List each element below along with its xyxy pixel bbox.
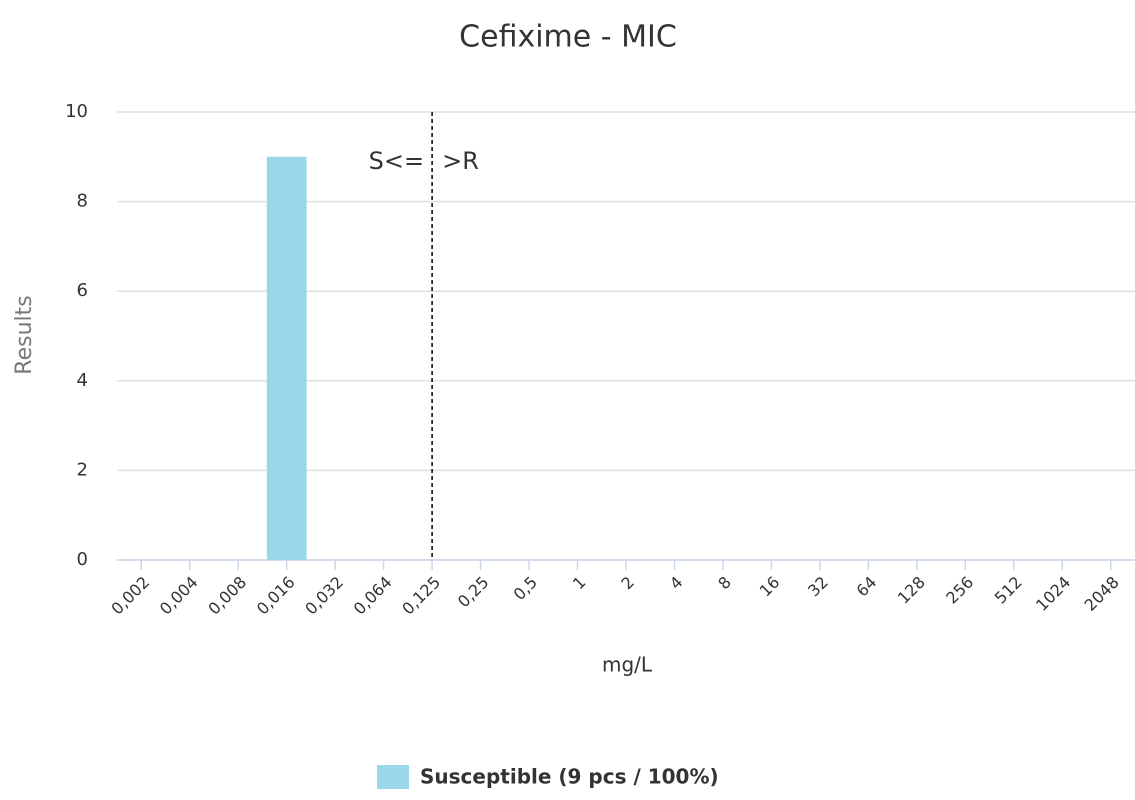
x-tick-label: 0,5 — [510, 573, 541, 604]
y-axis-title: Results — [12, 295, 37, 374]
x-tick-label: 256 — [942, 573, 977, 608]
chart-title: Cefixime - MIC — [459, 20, 677, 55]
x-tick-label: 0,016 — [253, 573, 299, 619]
x-tick-label: 0,064 — [350, 573, 396, 619]
x-tick-label: 64 — [853, 573, 881, 601]
x-tick-label: 1 — [569, 573, 590, 594]
x-tick-label: 0,002 — [107, 573, 153, 619]
x-axis-title: mg/L — [602, 653, 653, 677]
bar — [266, 156, 307, 561]
legend-swatch — [377, 765, 409, 789]
x-tick-label: 0,004 — [156, 573, 202, 619]
x-tick-label: 16 — [756, 573, 784, 601]
y-tick-label: 0 — [77, 549, 88, 570]
x-tick-label: 8 — [714, 573, 735, 594]
y-tick-label: 6 — [77, 280, 88, 301]
legend-label: Susceptible (9 pcs / 100%) — [420, 765, 719, 789]
x-tick-label: 128 — [894, 573, 929, 608]
y-tick-label: 2 — [77, 459, 88, 480]
x-tick-label: 2 — [617, 573, 638, 594]
y-tick-label: 10 — [65, 101, 88, 122]
x-tick-label: 0,25 — [454, 573, 493, 612]
x-tick-label: 4 — [666, 573, 687, 594]
x-tick-label: 512 — [991, 573, 1026, 608]
annotation-right: >R — [442, 147, 479, 175]
x-tick-label: 0,008 — [204, 573, 250, 619]
x-tick-label: 32 — [804, 573, 832, 601]
x-tick-label: 1024 — [1032, 573, 1074, 615]
x-tick-label: 0,032 — [301, 573, 347, 619]
x-tick-label: 2048 — [1081, 573, 1123, 615]
x-tick-label: 0,125 — [398, 573, 444, 619]
y-tick-label: 8 — [77, 191, 88, 212]
y-tick-label: 4 — [77, 370, 88, 391]
annotation-left: S<= — [369, 147, 424, 175]
